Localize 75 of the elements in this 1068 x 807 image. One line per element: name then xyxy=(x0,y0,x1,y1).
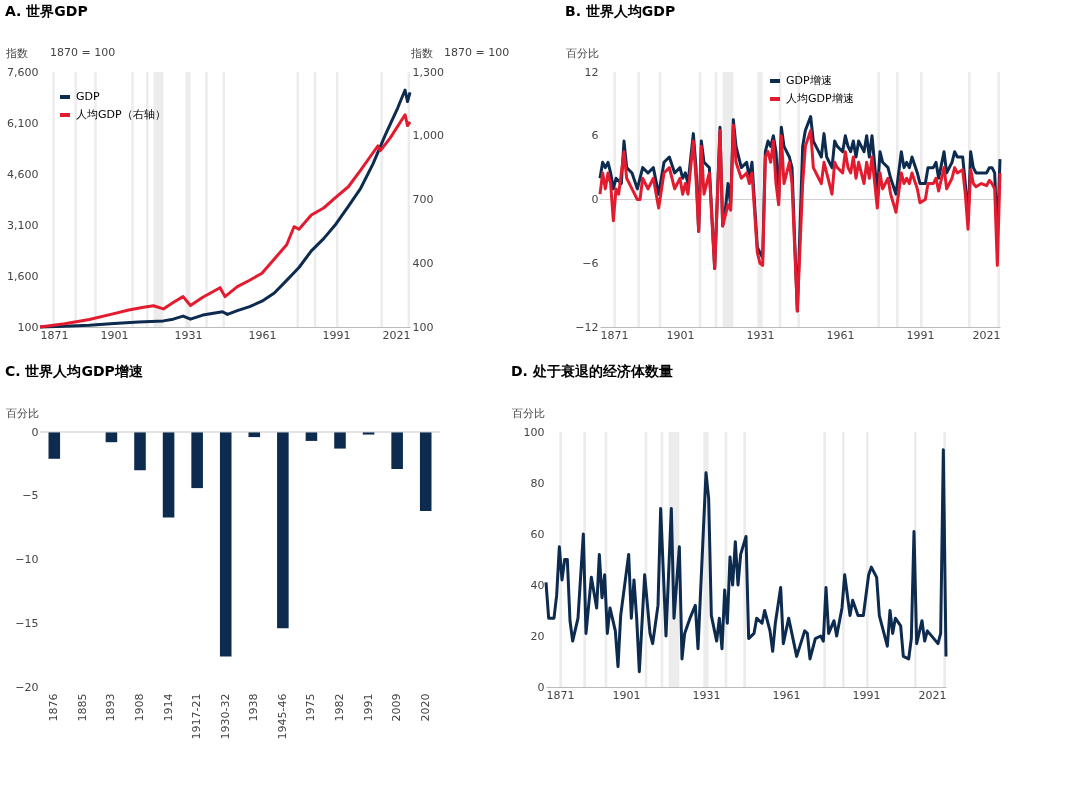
y-tick-label: 100 xyxy=(17,320,39,334)
x-tick-label: 1871 xyxy=(40,328,69,342)
x-tick-label: 2021 xyxy=(382,328,411,342)
y-tick-label: 80 xyxy=(530,476,545,490)
x-tick-label: 1901 xyxy=(100,328,129,342)
y-axis-title: 指数 xyxy=(4,46,28,60)
x-tick-label: 1961 xyxy=(772,688,801,702)
x-tick-label: 1982 xyxy=(333,693,346,722)
x-tick-label: 1975 xyxy=(304,693,318,722)
y-tick-label: 7,600 xyxy=(7,65,39,79)
chart-title: C. 世界人均GDP增速 xyxy=(5,363,144,379)
y-tick-label: 0 xyxy=(537,680,545,694)
x-tick-label: 1914 xyxy=(161,693,175,722)
x-tick-label: 1961 xyxy=(826,328,855,342)
x-tick-label: 1893 xyxy=(104,693,118,722)
legend-label: GDP xyxy=(76,90,100,103)
x-tick-label: 1945-46 xyxy=(275,693,289,740)
x-tick-label: 1938 xyxy=(247,693,261,722)
x-tick-label: 1908 xyxy=(133,693,146,722)
y2-tick-label: 400 xyxy=(412,256,434,270)
x-tick-label: 1930-32 xyxy=(218,693,232,740)
y-tick-label: 20 xyxy=(530,629,545,643)
y2-tick-label: 700 xyxy=(412,193,434,206)
y-tick-label: 4,600 xyxy=(7,167,39,181)
y-tick-label: 3,100 xyxy=(7,218,39,232)
y2-axis-title: 指数 xyxy=(409,46,433,60)
x-tick-label: 2021 xyxy=(918,688,947,702)
y-axis-title: 百分比 xyxy=(5,406,39,420)
x-tick-label: 1961 xyxy=(248,328,277,342)
y-tick-label: 60 xyxy=(530,527,545,541)
chart-title: B. 世界人均GDP xyxy=(565,3,676,19)
x-tick-label: 1917-21 xyxy=(190,693,204,740)
x-tick-label: 1901 xyxy=(612,688,641,702)
legend-label: 人均GDP（右轴） xyxy=(76,108,166,121)
y-axis-title: 百分比 xyxy=(565,46,599,60)
chart-title: D. 处于衰退的经济体数量 xyxy=(511,363,673,379)
y-tick-label: 0 xyxy=(31,425,39,439)
x-tick-label: 1991 xyxy=(361,693,375,722)
y-tick-label: −5 xyxy=(22,489,39,503)
y-tick-label: 0 xyxy=(591,193,599,206)
x-tick-label: 1876 xyxy=(47,693,61,722)
x-tick-label: 2009 xyxy=(390,693,404,722)
x-tick-label: 2021 xyxy=(972,328,1001,342)
chart-title: A. 世界GDP xyxy=(5,3,88,19)
x-tick-label: 1871 xyxy=(546,688,575,702)
y-tick-label: 6 xyxy=(591,129,599,143)
y-tick-label: 1,600 xyxy=(7,269,39,283)
y-tick-label: 40 xyxy=(530,578,545,592)
x-tick-label: 1901 xyxy=(666,328,695,342)
x-tick-label: 1931 xyxy=(746,328,775,342)
y2-tick-label: 1,300 xyxy=(412,65,444,79)
x-tick-label: 1931 xyxy=(174,328,203,342)
y-tick-label: 6,100 xyxy=(7,116,39,130)
x-tick-label: 2020 xyxy=(418,693,432,722)
x-tick-label: 1991 xyxy=(906,328,935,342)
y-axis-title: 百分比 xyxy=(511,406,545,420)
x-tick-label: 1991 xyxy=(852,688,881,702)
x-tick-label: 1991 xyxy=(322,328,351,342)
text: 1870 = 100 xyxy=(50,46,116,59)
y-tick-label: 100 xyxy=(523,425,545,439)
y-tick-label: −10 xyxy=(15,553,39,566)
x-tick-label: 1931 xyxy=(692,688,721,702)
y-tick-label: −20 xyxy=(15,680,39,694)
x-tick-label: 1885 xyxy=(75,693,89,722)
y-tick-label: −12 xyxy=(575,320,599,334)
y2-tick-label: 100 xyxy=(412,320,434,334)
x-tick-label: 1871 xyxy=(600,328,629,342)
y-tick-label: −15 xyxy=(15,616,39,630)
text: 1870 = 100 xyxy=(444,46,510,59)
line-series xyxy=(544,448,948,674)
y-tick-label: −6 xyxy=(582,256,599,270)
legend-label: 人均GDP增速 xyxy=(786,92,854,105)
y2-tick-label: 1,000 xyxy=(412,129,444,143)
y-tick-label: 12 xyxy=(584,65,599,79)
legend-label: GDP增速 xyxy=(786,74,832,87)
